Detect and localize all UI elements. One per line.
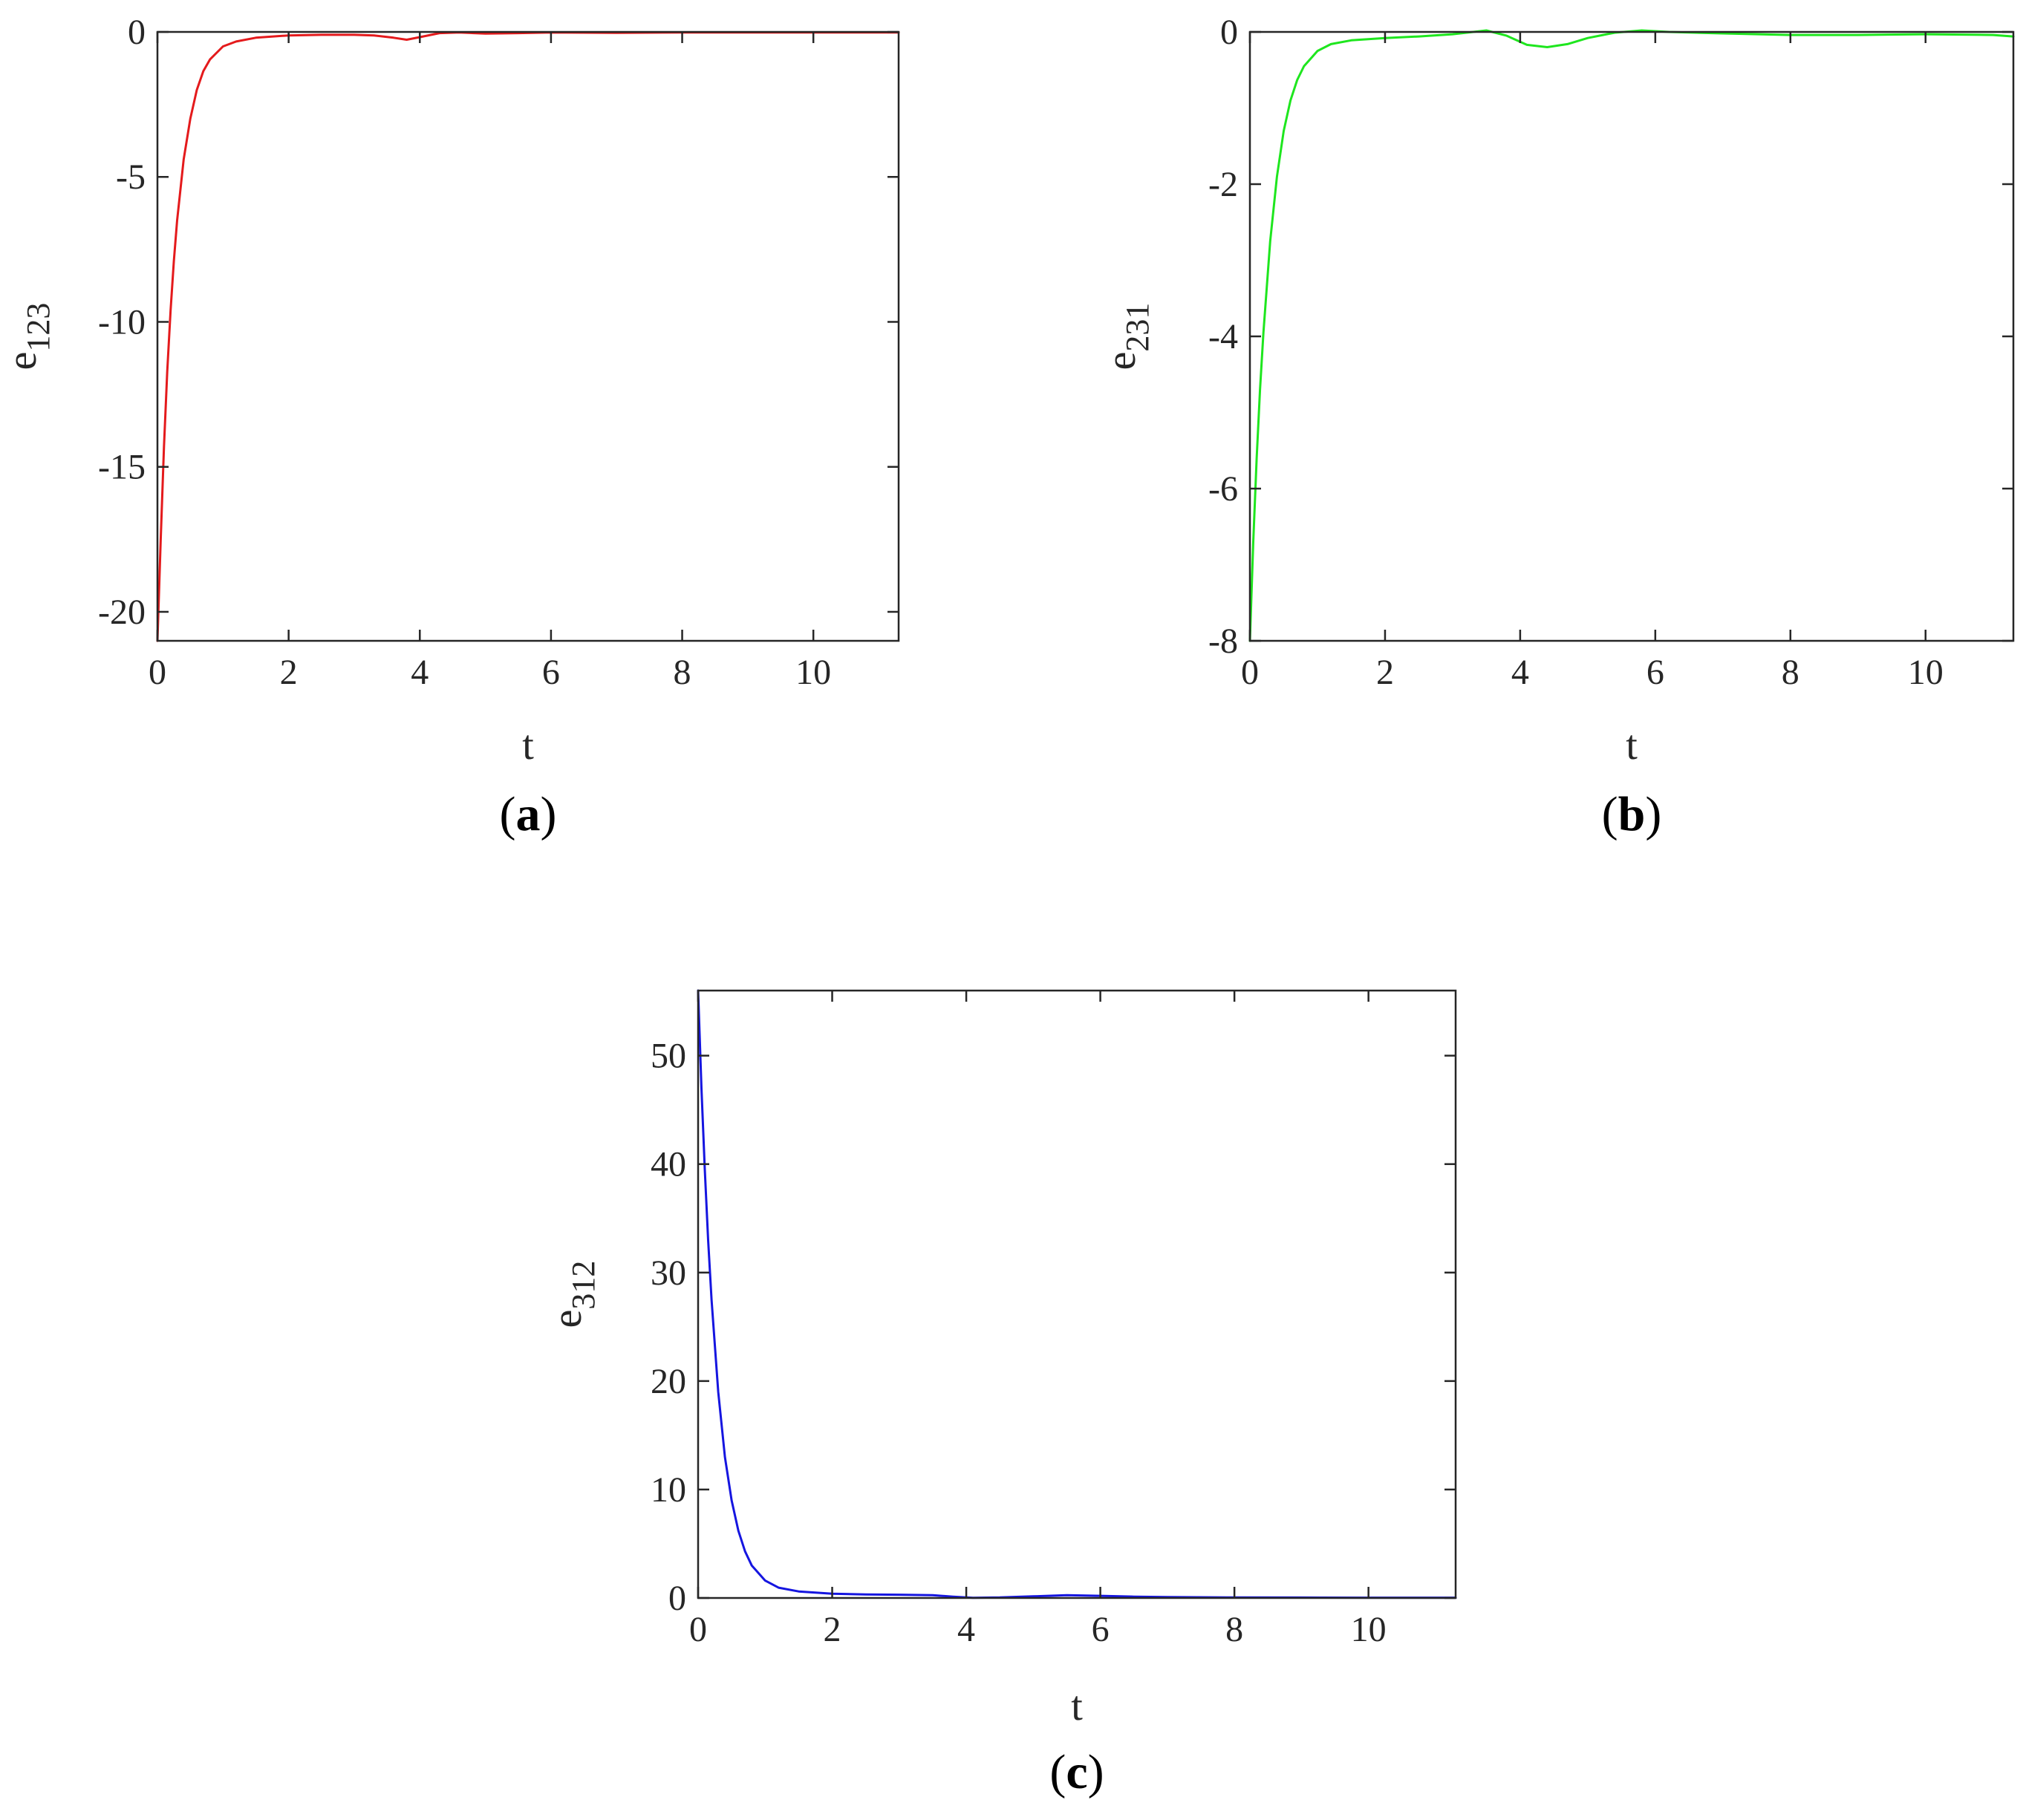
y-axis-label-subscript: 123	[20, 303, 56, 352]
x-tick-label: 4	[1511, 653, 1529, 692]
panel-label: (c)	[1049, 1745, 1104, 1799]
axes-frame	[156, 30, 900, 642]
panel-label-open: (	[1049, 1745, 1066, 1799]
panel-label: (b)	[1602, 787, 1662, 841]
chart-panel-b: 0 2 4 6 8 10 -8 -6 -4 -2 0 t e231 (b)	[1098, 13, 2015, 841]
x-tick-label: 6	[1646, 653, 1664, 692]
y-tick-label: 40	[651, 1145, 686, 1184]
y-tick-label: -6	[1208, 469, 1238, 509]
y-tick-label: -20	[98, 593, 146, 632]
x-tick-label: 4	[411, 653, 429, 692]
axes-frame	[697, 989, 1457, 1599]
y-tick-label: 50	[651, 1037, 686, 1076]
x-tick-label: 8	[674, 653, 691, 692]
y-tick-label: 0	[1220, 13, 1238, 52]
y-tick-label: -4	[1208, 317, 1238, 356]
panel-label-letter: a	[516, 787, 541, 841]
series-line	[697, 989, 1457, 1599]
y-tick-label: -15	[98, 448, 146, 487]
y-axis-label-subscript: 312	[565, 1261, 602, 1310]
y-tick-label: 0	[668, 1579, 686, 1618]
x-tick-label: 4	[957, 1610, 975, 1649]
panel-label-close: )	[1088, 1745, 1104, 1799]
panel-label-letter: c	[1066, 1745, 1087, 1799]
y-tick-label: -10	[98, 302, 146, 342]
panel-label-letter: b	[1618, 787, 1646, 841]
y-tick-label: 20	[651, 1362, 686, 1401]
x-tick-label: 6	[542, 653, 560, 692]
x-axis-label: t	[1071, 1683, 1083, 1729]
x-tick-label: 8	[1225, 1610, 1243, 1649]
y-axis-label-subscript: 231	[1119, 303, 1156, 352]
panel-label-open: (	[500, 787, 516, 841]
x-tick-label: 0	[149, 653, 166, 692]
x-tick-label: 2	[824, 1610, 841, 1649]
plot-area	[698, 991, 1456, 1598]
x-tick-label: 2	[1376, 653, 1394, 692]
x-tick-label: 0	[689, 1610, 707, 1649]
chart-panel-c: 0 2 4 6 8 10 0 10 20 30 40 50 t e312 (c)	[544, 989, 1457, 1799]
x-tick-label: 8	[1782, 653, 1799, 692]
y-tick-label: -5	[116, 157, 146, 197]
x-tick-label: 0	[1241, 653, 1259, 692]
y-tick-label: 30	[651, 1253, 686, 1293]
panel-label: (a)	[500, 787, 557, 841]
y-axis-label: e123	[0, 303, 56, 371]
x-axis-label: t	[1626, 723, 1638, 769]
plot-area	[1250, 32, 2013, 641]
series-line	[1248, 29, 2015, 642]
panel-label-open: (	[1602, 787, 1618, 841]
x-tick-label: 6	[1092, 1610, 1110, 1649]
y-axis-label-base: e	[544, 1310, 590, 1328]
panel-label-close: )	[541, 787, 557, 841]
y-tick-label: -2	[1208, 165, 1238, 204]
x-tick-label: 10	[1351, 1610, 1387, 1649]
y-tick-label: 10	[651, 1470, 686, 1510]
y-tick-label: -8	[1208, 622, 1238, 661]
x-tick-label: 10	[795, 653, 831, 692]
y-axis-label: e312	[544, 1261, 602, 1328]
x-tick-label: 10	[1908, 653, 1944, 692]
y-axis-label-base: e	[1098, 352, 1144, 371]
x-axis-label: t	[522, 723, 534, 769]
x-tick-label: 2	[280, 653, 298, 692]
y-axis-label-base: e	[0, 352, 45, 371]
y-tick-label: 0	[128, 13, 146, 52]
panel-label-close: )	[1645, 787, 1661, 841]
chart-panel-a: 0 2 4 6 8 10 -20 -15 -10 -5 0 t e123 (a)	[0, 13, 900, 841]
plot-area	[157, 32, 899, 641]
y-axis-label: e231	[1098, 303, 1156, 371]
